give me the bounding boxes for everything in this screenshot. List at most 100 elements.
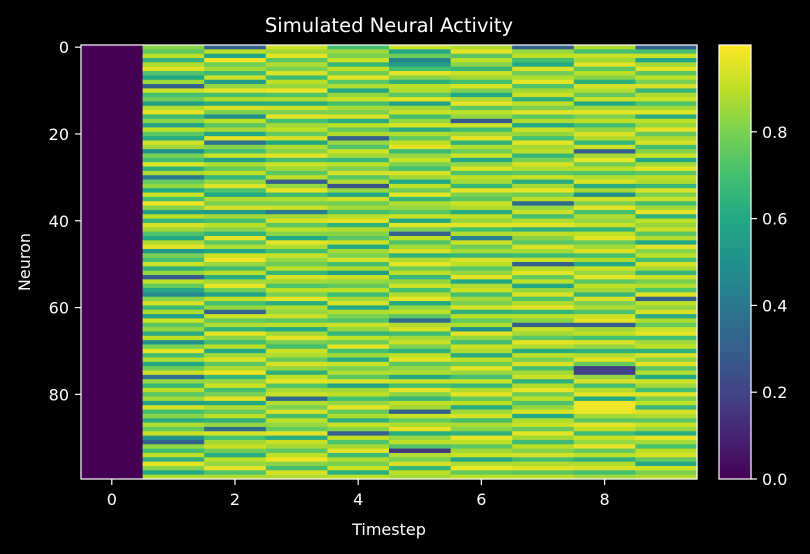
heatmap-cell [81, 175, 144, 181]
heatmap-cell [635, 131, 698, 137]
heatmap-cell [450, 413, 513, 419]
heatmap-cell [635, 136, 698, 142]
heatmap-cell [327, 361, 390, 367]
heatmap-cell [635, 318, 698, 324]
heatmap-cell [573, 53, 636, 59]
heatmap-cell [512, 413, 575, 419]
heatmap-cell [573, 71, 636, 76]
heatmap-cell [389, 157, 452, 163]
heatmap-cell [450, 474, 513, 480]
heatmap-cell [573, 288, 636, 293]
heatmap-cell [327, 149, 390, 155]
heatmap-cell [327, 444, 390, 450]
heatmap-cell [327, 439, 390, 445]
colorbar-tick-label: 0.6 [762, 210, 787, 229]
heatmap-cell [573, 188, 636, 194]
heatmap-cell [635, 431, 698, 437]
heatmap-cell [573, 214, 636, 220]
heatmap-cell [204, 283, 267, 289]
heatmap-cell [635, 114, 698, 120]
heatmap-cell [512, 118, 575, 124]
heatmap-cell [265, 205, 328, 211]
heatmap-cell [265, 214, 328, 220]
heatmap-cell [327, 340, 390, 346]
heatmap-cell [512, 279, 575, 285]
heatmap-cell [635, 448, 698, 454]
heatmap-cell [327, 301, 390, 306]
heatmap-cell [142, 49, 205, 55]
heatmap-cell [142, 201, 205, 207]
heatmap-cell [450, 353, 513, 359]
heatmap-cell [142, 101, 205, 107]
heatmap-cell [81, 88, 144, 94]
heatmap-cell [635, 444, 698, 450]
heatmap-cell [81, 227, 144, 233]
heatmap-cell [389, 49, 452, 55]
heatmap-cell [512, 439, 575, 445]
heatmap-cell [635, 474, 698, 480]
heatmap-cell [265, 153, 328, 159]
heatmap-cell [204, 66, 267, 72]
heatmap-cell [512, 84, 575, 89]
heatmap-cell [512, 97, 575, 103]
heatmap-cell [450, 53, 513, 59]
heatmap-cell [204, 400, 267, 406]
heatmap-cell [635, 235, 698, 241]
heatmap-cell [512, 465, 575, 471]
colorbar [718, 44, 752, 480]
heatmap-cell [204, 240, 267, 246]
heatmap-cell [265, 192, 328, 198]
heatmap-cell [573, 335, 636, 341]
heatmap-cell [635, 253, 698, 259]
heatmap-cell [142, 110, 205, 116]
heatmap-cell [635, 170, 698, 176]
heatmap-cell [81, 335, 144, 341]
heatmap-cell [204, 179, 267, 185]
heatmap-cell [450, 457, 513, 463]
heatmap-cell [204, 357, 267, 363]
heatmap-cell [573, 118, 636, 124]
heatmap-cell [573, 396, 636, 402]
heatmap-cell [389, 409, 452, 415]
heatmap-cell [327, 374, 390, 380]
heatmap-cell [327, 88, 390, 94]
heatmap-cell [81, 366, 144, 372]
heatmap-cell [327, 157, 390, 163]
heatmap-cell [265, 374, 328, 380]
heatmap-cell [512, 144, 575, 150]
heatmap-cell [635, 118, 698, 124]
heatmap-cell [450, 240, 513, 246]
heatmap-cell [265, 370, 328, 376]
heatmap-cell [204, 110, 267, 116]
heatmap-cell [635, 62, 698, 68]
heatmap-cell [635, 123, 698, 129]
heatmap-cell [512, 370, 575, 376]
heatmap-cell [142, 218, 205, 224]
heatmap-cell [635, 418, 698, 424]
y-tick-label: 80 [49, 385, 69, 404]
heatmap-cell [204, 144, 267, 150]
heatmap-cell [265, 79, 328, 85]
heatmap-cell [142, 231, 205, 237]
heatmap-cell [327, 353, 390, 359]
heatmap-cell [389, 426, 452, 432]
heatmap-cell [142, 439, 205, 445]
heatmap-cell [142, 405, 205, 411]
heatmap-cell [81, 231, 144, 237]
heatmap-cell [389, 92, 452, 98]
heatmap-cell [142, 209, 205, 215]
heatmap-cell [327, 240, 390, 246]
heatmap-cell [450, 435, 513, 441]
heatmap-cell [450, 392, 513, 398]
colorbar-tick-label: 0.8 [762, 123, 787, 142]
heatmap-cell [512, 244, 575, 250]
heatmap-cell [573, 170, 636, 176]
heatmap-cell [635, 413, 698, 419]
heatmap-cell [389, 75, 452, 81]
heatmap-cell [512, 209, 575, 215]
heatmap-cell [265, 409, 328, 415]
heatmap-cell [450, 162, 513, 168]
heatmap-cell [512, 166, 575, 172]
heatmap-cell [512, 153, 575, 159]
heatmap-cell [389, 71, 452, 76]
